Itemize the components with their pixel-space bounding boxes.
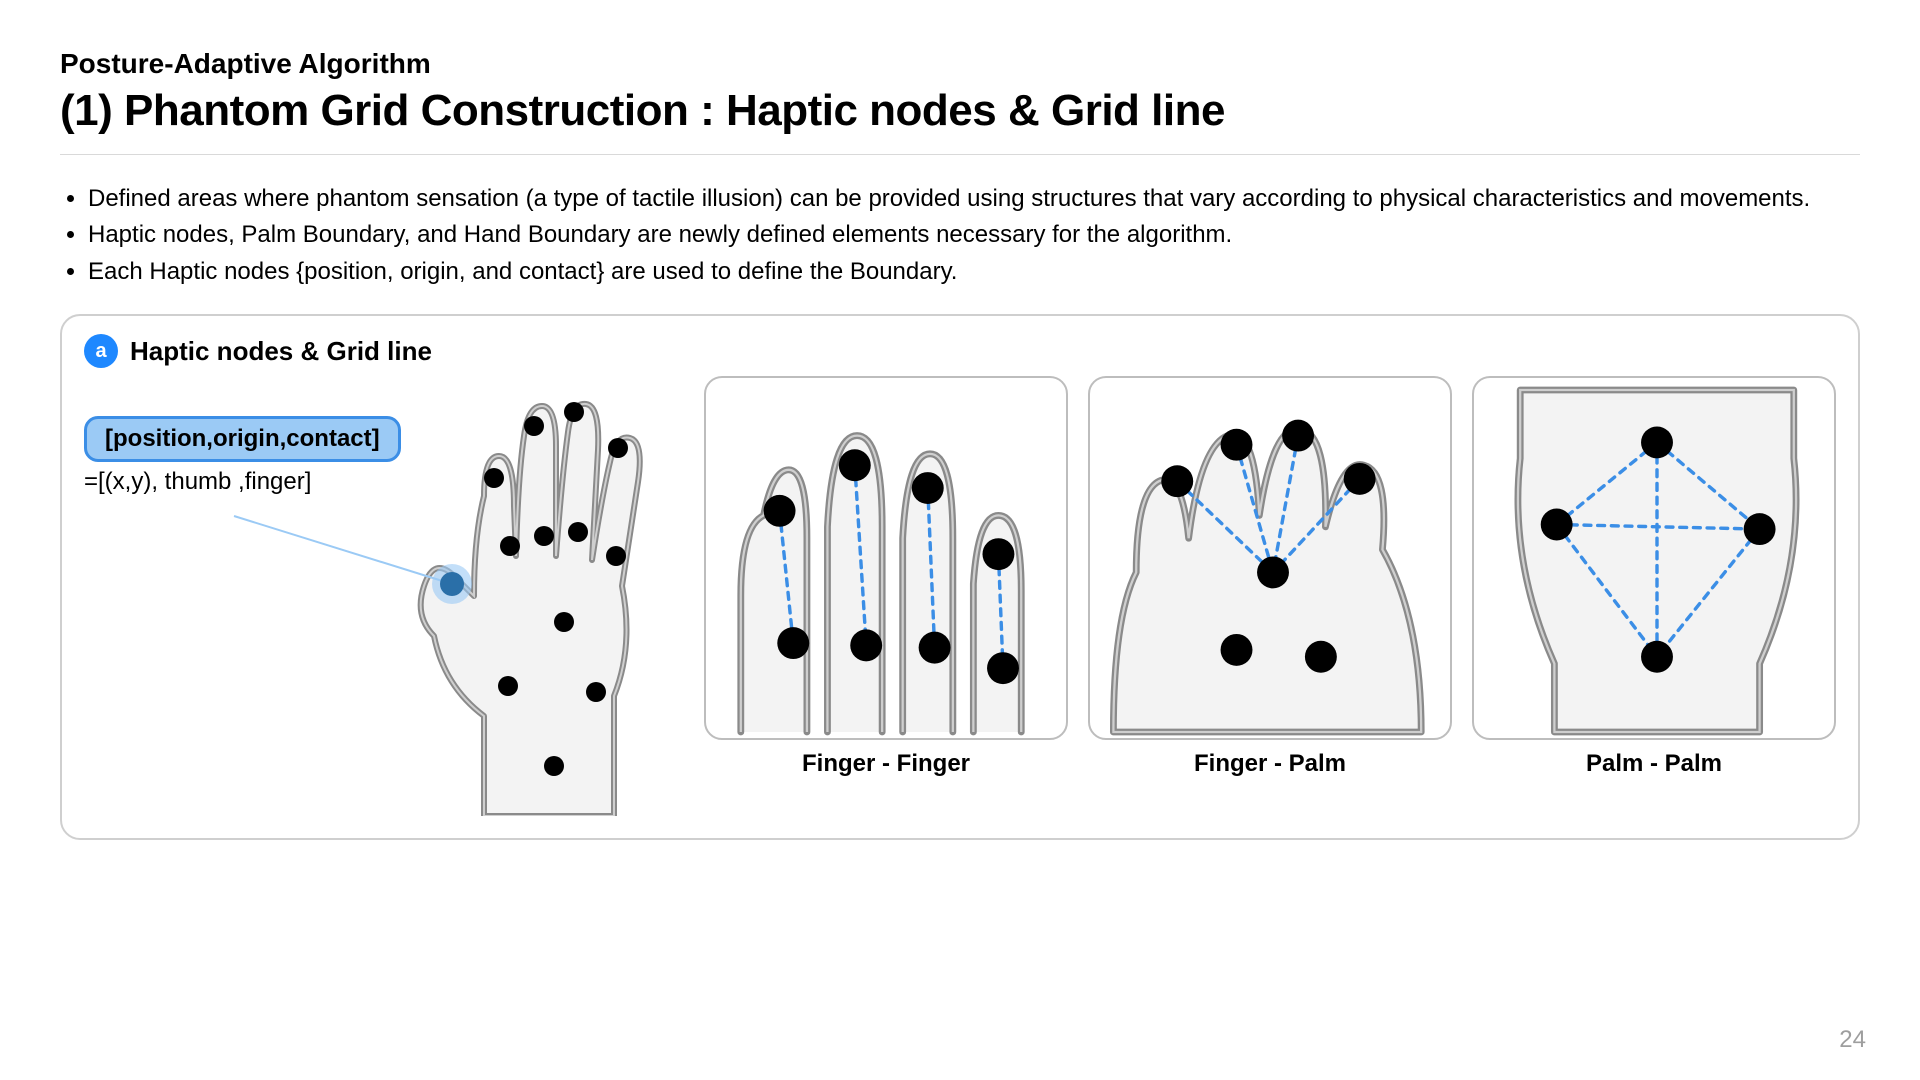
figure-title: Haptic nodes & Grid line <box>130 336 432 367</box>
figure-sub-panels: Finger - Finger Finger - Palm Palm - Palm <box>704 376 1836 778</box>
node-schema-pill: [position,origin,contact] <box>84 416 401 462</box>
bullet-list: Defined areas where phantom sensation (a… <box>60 183 1860 288</box>
figure-panels: [position,origin,contact] =[(x,y), thumb… <box>84 376 1836 816</box>
sub-panel-caption: Finger - Finger <box>802 750 970 778</box>
figure-box: a Haptic nodes & Grid line [position,ori… <box>60 314 1860 840</box>
divider <box>60 154 1860 155</box>
bullet-item: Defined areas where phantom sensation (a… <box>88 183 1860 215</box>
sub-panel-caption: Palm - Palm <box>1586 750 1722 778</box>
figure-left-column: [position,origin,contact] =[(x,y), thumb… <box>84 376 704 816</box>
slide-title: (1) Phantom Grid Construction : Haptic n… <box>60 86 1860 136</box>
sub-panel: Finger - Palm <box>1088 376 1452 778</box>
sub-panel-frame <box>1472 376 1836 740</box>
node-schema-sub: =[(x,y), thumb ,finger] <box>84 468 384 496</box>
page-number: 24 <box>1839 1026 1866 1054</box>
bullet-item: Each Haptic nodes {position, origin, and… <box>88 256 1860 288</box>
sub-panel-frame <box>704 376 1068 740</box>
sub-panel-frame <box>1088 376 1452 740</box>
bullet-item: Haptic nodes, Palm Boundary, and Hand Bo… <box>88 219 1860 251</box>
sub-panel: Palm - Palm <box>1472 376 1836 778</box>
figure-header: a Haptic nodes & Grid line <box>84 334 1836 368</box>
overline: Posture-Adaptive Algorithm <box>60 48 1860 80</box>
figure-badge: a <box>84 334 118 368</box>
sub-panel-caption: Finger - Palm <box>1194 750 1346 778</box>
sub-panel: Finger - Finger <box>704 376 1068 778</box>
